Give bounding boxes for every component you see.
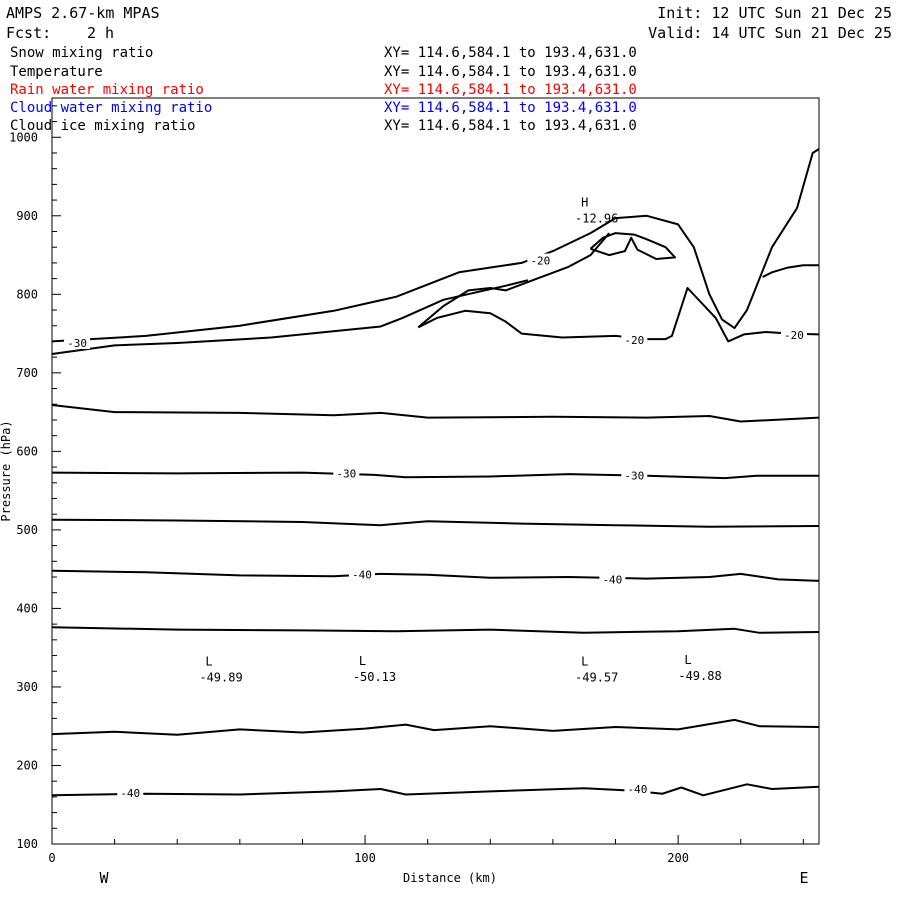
x-tick-label: 100: [354, 851, 376, 865]
extremum-value: -12.96: [575, 211, 618, 225]
contour-line: [51, 279, 529, 355]
field-name: Temperature: [10, 64, 103, 80]
low-symbol: L: [205, 655, 212, 669]
contour-line: [589, 232, 676, 260]
y-tick-label: 1000: [9, 130, 38, 144]
contour-label-bg: [599, 572, 626, 586]
field-xy: XY= 114.6,584.1 to 193.4,631.0: [384, 82, 637, 98]
axis-ticks: 100 200 300 400 500 600 700 800 900 1000 0 100 200: [9, 105, 804, 865]
y-tick-label: 200: [16, 758, 38, 772]
contour-label-bg: [348, 567, 375, 581]
contour-label: -30: [336, 467, 356, 480]
contour-label-bg: [780, 328, 807, 342]
y-axis-label: Pressure (hPa): [0, 420, 13, 521]
contour-line: [417, 287, 820, 343]
y-tick-label: 900: [16, 209, 38, 223]
contour-line: [51, 718, 820, 736]
low-symbol: L: [581, 655, 588, 669]
contour-line: [51, 626, 820, 634]
contour-line: [51, 569, 820, 582]
contour-label-bg: [621, 332, 648, 346]
contour-label: -40: [352, 569, 372, 582]
field-xy: XY= 114.6,584.1 to 193.4,631.0: [384, 118, 637, 134]
contour-line: [417, 232, 610, 329]
x-tick-label: 0: [48, 851, 55, 865]
temperature-contours: [51, 148, 820, 797]
field-name: Cloud water mixing ratio: [10, 100, 212, 116]
contour-line: [51, 471, 819, 480]
valid-time: Valid: 14 UTC Sun 21 Dec 25: [648, 24, 892, 42]
extremum-value: -49.89: [199, 671, 242, 685]
y-tick-label: 600: [16, 444, 38, 458]
contour-labels: -40 -40 -40 -40 -30 -30 -30 -20 -20 -20: [64, 253, 807, 800]
field-name: Rain water mixing ratio: [10, 82, 204, 98]
forecast-label: Fcst:: [6, 24, 51, 42]
contour-line: [51, 783, 820, 797]
contour-label: -20: [530, 255, 550, 268]
east-label: E: [799, 869, 808, 887]
contour-label: -20: [624, 334, 644, 347]
y-tick-label: 300: [16, 680, 38, 694]
field-xy: XY= 114.6,584.1 to 193.4,631.0: [384, 100, 637, 116]
contour-label: -40: [627, 783, 647, 796]
high-symbol: H: [581, 195, 588, 209]
init-time: Init: 12 UTC Sun 21 Dec 25: [657, 4, 892, 22]
x-axis-label: Distance (km): [403, 871, 497, 885]
field-xy: XY= 114.6,584.1 to 193.4,631.0: [384, 45, 637, 61]
contour-label: -30: [624, 470, 644, 483]
contour-line: [762, 264, 819, 278]
contour-label-bg: [117, 785, 144, 799]
contour-line: [51, 148, 820, 343]
x-tick-label: 200: [667, 851, 689, 865]
contour-label: -40: [602, 573, 622, 586]
model-title: AMPS 2.67-km MPAS: [6, 4, 160, 22]
plot-frame: [51, 97, 820, 845]
contour-line: [51, 518, 820, 528]
low-symbol: L: [359, 654, 366, 668]
contour-label-bg: [527, 253, 554, 267]
contour-line: [51, 404, 820, 423]
contour-label: -40: [120, 787, 140, 800]
field-xy: XY= 114.6,584.1 to 193.4,631.0: [384, 64, 637, 80]
y-tick-label: 500: [16, 523, 38, 537]
contour-label: -20: [784, 329, 804, 342]
contour-label-bg: [333, 466, 360, 480]
forecast-hour: 2 h: [87, 24, 114, 42]
contour-label-bg: [621, 468, 648, 482]
extrema-markers: L -49.89 L -50.13 L -49.57 L -49.88 H -12.96: [199, 195, 721, 684]
y-tick-label: 700: [16, 366, 38, 380]
extremum-value: -49.57: [575, 671, 618, 685]
contour-label-bg: [624, 782, 651, 796]
field-name: Snow mixing ratio: [10, 45, 153, 61]
contour-label-bg: [64, 336, 91, 350]
extremum-value: -50.13: [353, 670, 396, 684]
low-symbol: L: [684, 653, 691, 667]
y-tick-label: 100: [16, 837, 38, 851]
y-tick-label: 800: [16, 287, 38, 301]
field-legend: Snow mixing ratio XY= 114.6,584.1 to 193…: [10, 45, 637, 134]
extremum-value: -49.88: [678, 669, 721, 683]
west-label: W: [99, 869, 109, 887]
y-tick-label: 400: [16, 601, 38, 615]
contour-label: -30: [67, 337, 87, 350]
